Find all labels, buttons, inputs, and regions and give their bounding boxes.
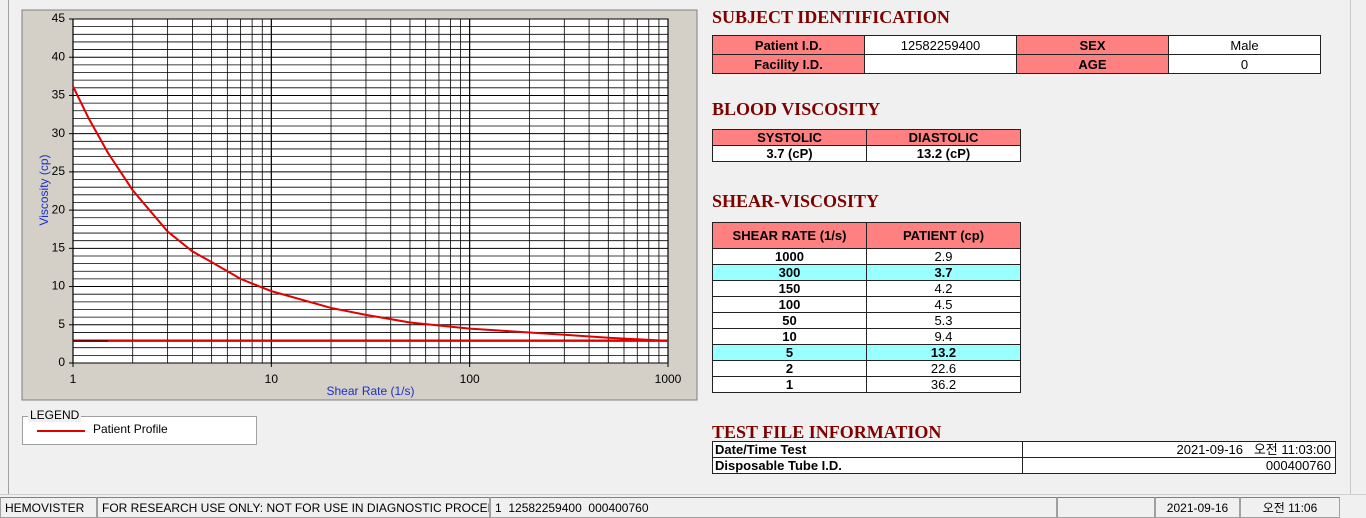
column-header: SYSTOLIC (712, 129, 867, 146)
section-title: BLOOD VISCOSITY (712, 99, 881, 119)
section-title: TEST FILE INFORMATION (712, 422, 942, 442)
legend-label: Patient Profile (93, 422, 168, 436)
y-tick-label: 35 (52, 88, 66, 102)
field-value: 12582259400 (864, 35, 1017, 55)
info-value: 000400760 (1022, 457, 1336, 474)
y-tick-label: 25 (52, 164, 66, 178)
section-title: SUBJECT IDENTIFICATION (712, 7, 950, 27)
legend-title: LEGEND (28, 408, 82, 422)
x-axis-label: Shear Rate (1/s) (326, 384, 414, 398)
table-cell: 100 (712, 296, 867, 313)
field-label: AGE (1016, 54, 1169, 74)
status-cell: 2021-09-16 (1155, 497, 1240, 518)
field-label: SEX (1016, 35, 1169, 55)
status-cell: 1 12582259400 000400760 (490, 497, 1057, 518)
status-cell: HEMOVISTER (0, 497, 97, 518)
table-cell: 36.2 (866, 376, 1021, 393)
left-edge (8, 0, 9, 494)
x-tick-label: 100 (460, 372, 480, 386)
section-title: SHEAR-VISCOSITY (712, 191, 880, 211)
field-label: Patient I.D. (712, 35, 865, 55)
table-cell: 4.5 (866, 296, 1021, 313)
table-cell: 2.9 (866, 248, 1021, 265)
y-tick-label: 0 (58, 355, 65, 369)
status-cell: FOR RESEARCH USE ONLY: NOT FOR USE IN DI… (97, 497, 490, 518)
column-header: SHEAR RATE (1/s) (712, 222, 867, 249)
table-cell: 4.2 (866, 280, 1021, 297)
y-tick-label: 40 (52, 49, 66, 63)
table-cell: 5 (712, 344, 867, 361)
y-axis-label: Viscosity (cp) (37, 154, 51, 225)
y-tick-label: 5 (58, 317, 65, 331)
y-tick-label: 45 (52, 11, 66, 25)
table-cell: 10 (712, 328, 867, 345)
table-cell: 2 (712, 360, 867, 377)
value-cell: 3.7 (cP) (712, 145, 867, 162)
field-value (864, 54, 1017, 74)
info-label: Disposable Tube I.D. (712, 457, 1023, 474)
column-header: PATIENT (cp) (866, 222, 1021, 249)
y-tick-label: 15 (52, 241, 66, 255)
table-cell: 13.2 (866, 344, 1021, 361)
plot-area (72, 18, 669, 364)
x-tick-label: 10 (265, 372, 279, 386)
y-tick-label: 30 (52, 126, 66, 140)
column-header: DIASTOLIC (866, 129, 1021, 146)
data-line (72, 85, 669, 342)
info-label: Date/Time Test (712, 441, 1023, 458)
value-cell: 13.2 (cP) (866, 145, 1021, 162)
info-value: 2021-09-16 오전 11:03:00 (1022, 441, 1336, 458)
field-value: Male (1168, 35, 1321, 55)
table-cell: 50 (712, 312, 867, 329)
x-tick-label: 1 (70, 372, 77, 386)
table-cell: 300 (712, 264, 867, 281)
table-cell: 1000 (712, 248, 867, 265)
table-cell: 1 (712, 376, 867, 393)
chart: 0 5 10 15 20 25 30 35 40 45 1 10 100 1000 Shear Rate (… (21, 9, 698, 401)
legend-swatch (37, 430, 85, 432)
table-cell: 22.6 (866, 360, 1021, 377)
scrollbar-edge (1350, 0, 1351, 494)
table-cell: 150 (712, 280, 867, 297)
y-tick-label: 10 (52, 279, 66, 293)
status-cell: 오전 11:06 (1240, 497, 1340, 518)
table-cell: 3.7 (866, 264, 1021, 281)
table-cell: 9.4 (866, 328, 1021, 345)
table-cell: 5.3 (866, 312, 1021, 329)
field-label: Facility I.D. (712, 54, 865, 74)
x-tick-label: 1000 (655, 372, 682, 386)
status-cell (1057, 497, 1155, 518)
y-tick-label: 20 (52, 202, 66, 216)
field-value: 0 (1168, 54, 1321, 74)
status-bar (0, 494, 1366, 518)
